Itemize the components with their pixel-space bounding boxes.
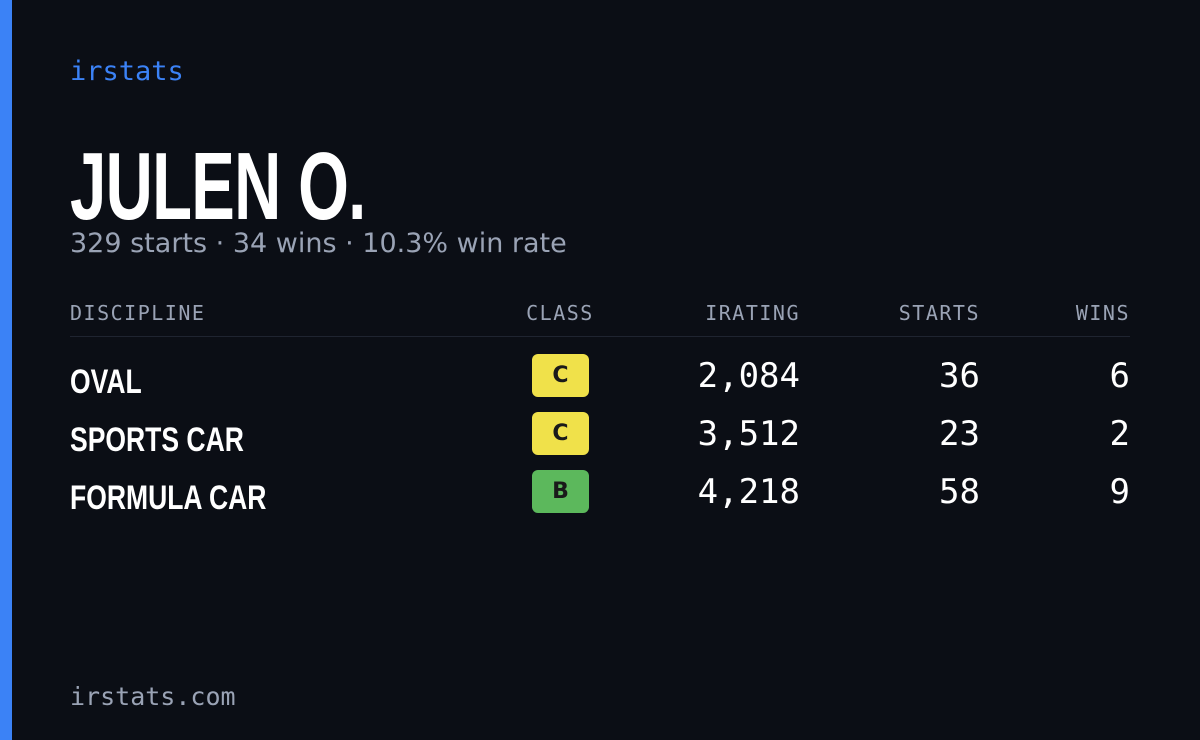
brand: irstats [70, 56, 184, 87]
column-header: IRATING [705, 301, 800, 325]
starts: 58 [939, 472, 980, 512]
wins: 9 [1109, 472, 1130, 512]
class-badge: C [532, 412, 589, 455]
starts: 23 [939, 414, 980, 454]
starts: 36 [939, 356, 980, 396]
column-header: WINS [1075, 301, 1130, 325]
discipline: OVAL [70, 363, 142, 401]
column-header: CLASS [526, 301, 594, 325]
discipline: FORMULA CAR [70, 479, 267, 517]
column-header: STARTS [898, 301, 980, 325]
wins: 6 [1109, 356, 1130, 396]
header-rule [70, 336, 1130, 337]
class-badge: C [532, 354, 589, 397]
discipline: SPORTS CAR [70, 421, 244, 459]
irating: 3,512 [697, 414, 800, 454]
accent-bar [0, 0, 12, 740]
wins: 2 [1109, 414, 1130, 454]
driver-summary: 329 starts · 34 wins · 10.3% win rate [70, 228, 567, 259]
irating: 4,218 [697, 472, 800, 512]
irating: 2,084 [697, 356, 800, 396]
class-badge: B [532, 470, 589, 513]
driver-name: JULEN O. [70, 133, 366, 240]
column-header: DISCIPLINE [70, 301, 206, 325]
footer: irstats.com [70, 682, 236, 711]
